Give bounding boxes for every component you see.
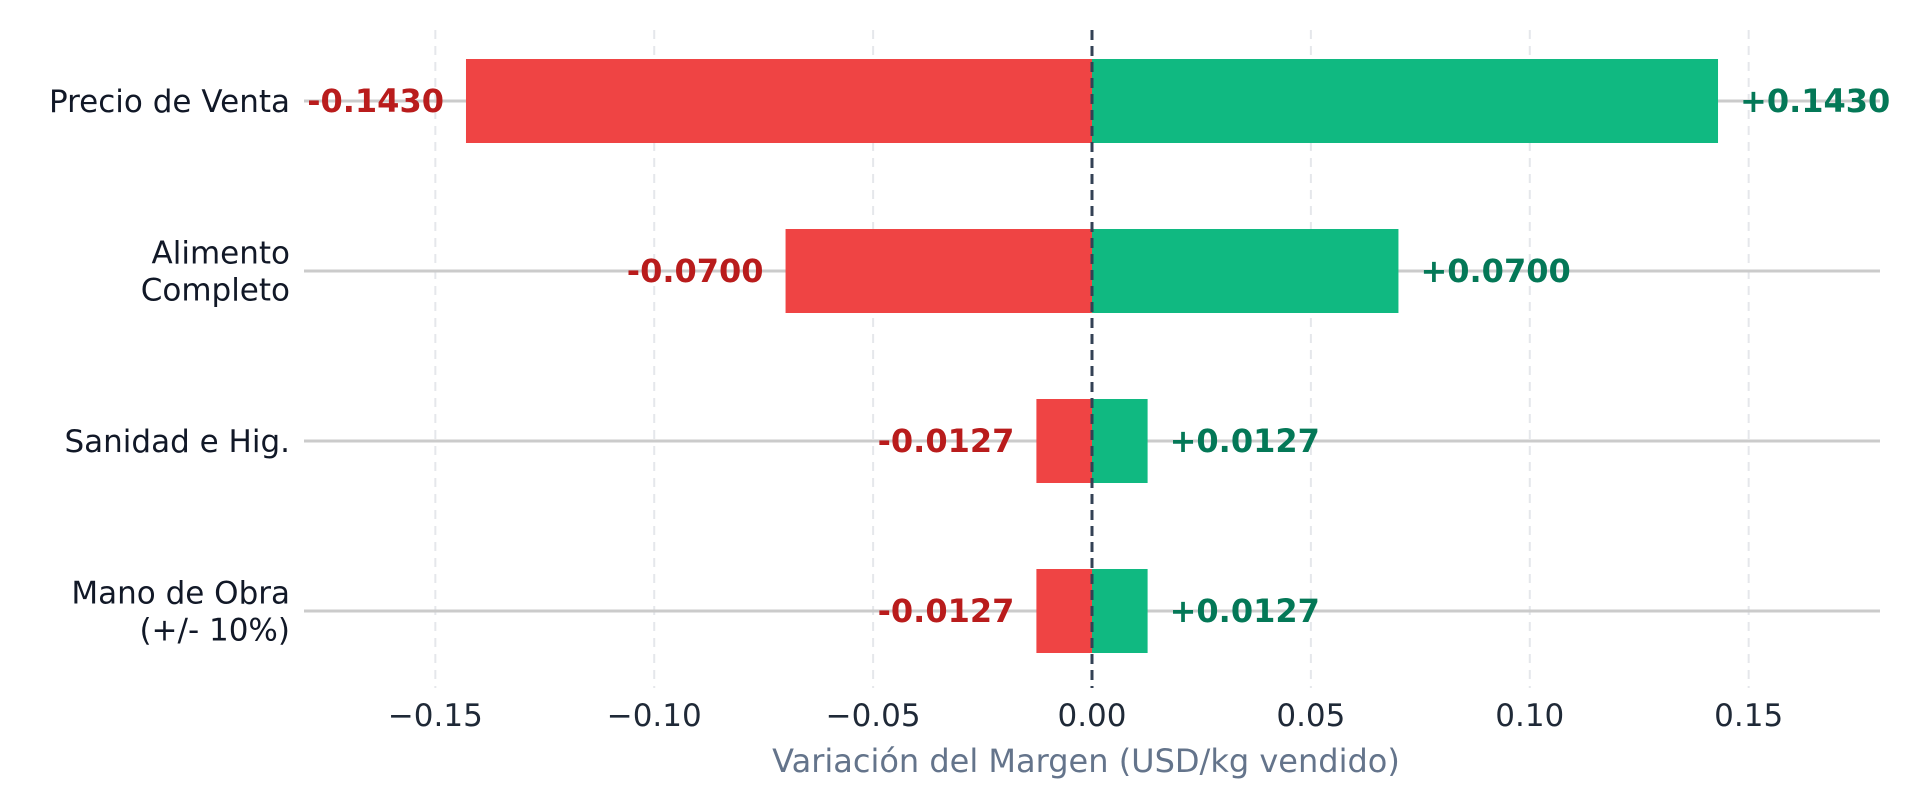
bar-negative: [1036, 569, 1092, 653]
category-label: Alimento Completo: [141, 236, 290, 309]
bar-positive: [1092, 59, 1719, 143]
x-tick-label: 0.15: [1714, 698, 1783, 734]
bar-layer: [465, 59, 1719, 653]
x-tick-label: −0.15: [388, 698, 483, 734]
bar-negative: [1036, 399, 1092, 483]
category-label: Mano de Obra (+/- 10%): [71, 576, 290, 649]
x-tick-label: 0.00: [1057, 698, 1126, 734]
value-label-positive: +0.0127: [1170, 422, 1320, 460]
x-axis-title: Variación del Margen (USD/kg vendido): [772, 742, 1400, 780]
value-label-negative: -0.0127: [878, 592, 1015, 630]
bar-positive: [1092, 399, 1148, 483]
value-label-negative: -0.0127: [878, 422, 1015, 460]
bar-negative: [465, 59, 1092, 143]
x-tick-label: 0.10: [1495, 698, 1564, 734]
category-label-line: Precio de Venta: [49, 84, 290, 120]
x-tick-label: −0.10: [607, 698, 702, 734]
category-label-line: Alimento: [152, 236, 290, 272]
category-label-line: (+/- 10%): [139, 613, 290, 649]
value-label-positive: +0.0127: [1170, 592, 1320, 630]
x-tick-label: −0.05: [826, 698, 921, 734]
category-label: Sanidad e Hig.: [64, 424, 290, 460]
value-label-layer: -0.1430 +0.1430 -0.0700 +0.0700 -0.0127 +0.01…: [307, 82, 1890, 630]
value-label-negative: -0.1430: [307, 82, 444, 120]
bar-positive: [1092, 569, 1148, 653]
value-label-positive: +0.1430: [1740, 82, 1890, 120]
category-label-layer: Precio de Venta Alimento Completo Sanidad e…: [49, 84, 290, 649]
value-label-positive: +0.0700: [1420, 252, 1570, 290]
category-label-line: Completo: [141, 273, 290, 309]
bar-negative: [785, 229, 1092, 313]
category-label-line: Sanidad e Hig.: [64, 424, 290, 460]
tick-label-layer: −0.15 −0.10 −0.05 0.00 0.05 0.10 0.15: [388, 698, 1783, 734]
value-label-negative: -0.0700: [627, 252, 764, 290]
category-label-line: Mano de Obra: [71, 576, 290, 612]
x-tick-label: 0.05: [1276, 698, 1345, 734]
category-label: Precio de Venta: [49, 84, 290, 120]
bar-positive: [1092, 229, 1399, 313]
